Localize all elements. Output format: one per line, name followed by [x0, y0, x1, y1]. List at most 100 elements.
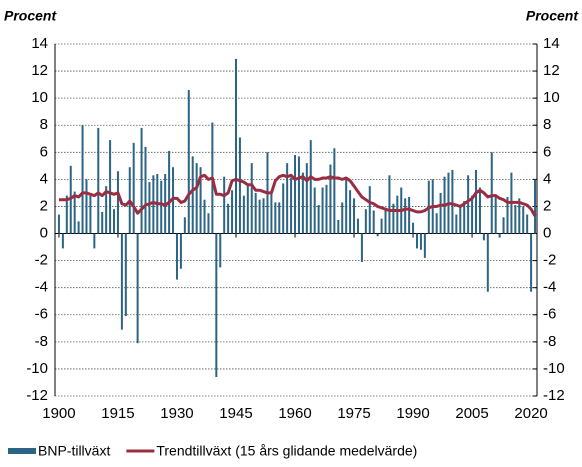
bar: [534, 179, 537, 234]
bar: [419, 233, 422, 250]
bar: [329, 164, 332, 234]
y2-tick-label: 10: [543, 89, 560, 106]
y2-tick-label: 14: [543, 35, 560, 52]
bar: [321, 187, 324, 234]
bar: [152, 175, 155, 234]
bar: [498, 233, 501, 238]
bar: [435, 213, 438, 234]
bar: [530, 233, 533, 292]
bar: [286, 163, 289, 234]
bar: [297, 156, 300, 234]
bar: [317, 205, 320, 234]
y-tick-label: 4: [40, 170, 48, 187]
bar: [219, 233, 222, 268]
bar: [246, 184, 249, 234]
bar: [187, 90, 190, 234]
bar: [494, 196, 497, 234]
y2-tick-label: 2: [543, 197, 551, 214]
bar: [490, 152, 493, 234]
bar: [294, 155, 297, 234]
bar: [73, 191, 76, 234]
bar: [97, 127, 100, 234]
y-tick-label: 6: [40, 143, 48, 160]
legend-label: BNP-tillväxt: [38, 443, 110, 459]
x-tick-label: 1915: [101, 405, 134, 422]
bar: [116, 171, 119, 234]
bar: [136, 233, 139, 344]
bar: [85, 179, 88, 234]
bar: [61, 233, 64, 249]
bar: [144, 146, 147, 234]
bar: [301, 172, 304, 234]
bar: [124, 233, 127, 317]
bar: [486, 233, 489, 292]
legend-label: Trendtillväxt (15 års glidande medelvärd…: [156, 443, 417, 459]
bar: [309, 140, 312, 234]
bar: [290, 178, 293, 234]
bar: [475, 169, 478, 234]
bar: [502, 217, 505, 234]
bar: [518, 198, 521, 234]
bar: [526, 214, 529, 234]
bar: [160, 180, 163, 234]
y2-tick-label: 6: [543, 143, 551, 160]
bar: [274, 202, 277, 234]
y-tick-label: -2: [35, 252, 48, 269]
bar: [132, 142, 135, 234]
bar: [471, 195, 474, 234]
bar: [270, 192, 273, 234]
legend-swatch: [8, 448, 36, 454]
y-tick-label: -12: [26, 387, 48, 404]
bar: [341, 202, 344, 234]
y2-tick-label: 8: [543, 116, 551, 133]
y2-tick-label: -6: [543, 306, 556, 323]
bar: [388, 175, 391, 234]
x-tick-label: 1960: [278, 405, 311, 422]
y2-tick-label: -4: [543, 279, 556, 296]
bar: [65, 195, 68, 234]
bar: [353, 198, 356, 234]
bar: [451, 169, 454, 234]
bar: [254, 192, 257, 234]
bar: [349, 190, 352, 234]
bar: [183, 217, 186, 234]
bar: [380, 218, 383, 234]
bar: [282, 183, 285, 234]
bar: [191, 156, 194, 234]
bar: [313, 187, 316, 234]
bar: [384, 207, 387, 234]
bar: [467, 175, 470, 234]
bar: [463, 201, 466, 234]
bar: [195, 163, 198, 234]
bar: [439, 192, 442, 234]
bar: [168, 150, 171, 234]
x-tick-label: 2005: [455, 405, 488, 422]
bar: [364, 209, 367, 234]
bar: [459, 205, 462, 234]
bar: [392, 203, 395, 234]
bar: [77, 221, 80, 234]
bar: [120, 233, 123, 330]
bar: [215, 233, 218, 378]
x-tick-label: 2020: [514, 405, 547, 422]
x-tick-label: 1990: [396, 405, 429, 422]
bar: [408, 196, 411, 234]
y2-tick-label: -12: [543, 387, 565, 404]
bar: [175, 233, 178, 280]
bar: [278, 202, 281, 234]
bar: [415, 233, 418, 249]
x-tick-label: 1975: [337, 405, 370, 422]
bar: [223, 176, 226, 234]
bar: [250, 163, 253, 234]
bar: [482, 233, 485, 241]
y-axis-label: Procent: [4, 8, 57, 24]
bar: [412, 222, 415, 234]
y-tick-label: 2: [40, 197, 48, 214]
bar: [337, 220, 340, 234]
bar: [396, 195, 399, 234]
bar: [478, 187, 481, 234]
x-tick-label: 1945: [219, 405, 252, 422]
bar: [105, 186, 108, 234]
bar: [81, 125, 84, 234]
